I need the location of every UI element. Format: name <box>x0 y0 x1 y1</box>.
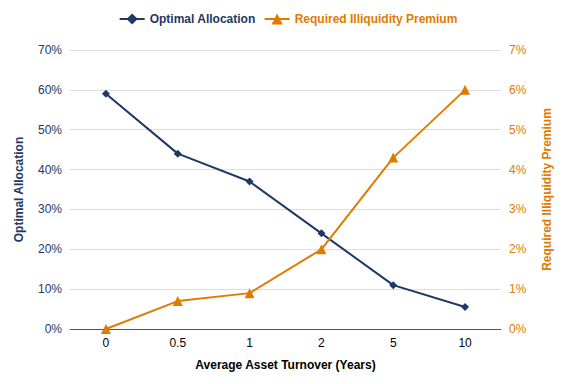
svg-text:4%: 4% <box>509 163 527 177</box>
svg-text:Optimal Allocation: Optimal Allocation <box>12 137 26 243</box>
svg-text:Required Illiquidity Premium: Required Illiquidity Premium <box>540 108 554 271</box>
svg-text:0: 0 <box>103 336 110 350</box>
svg-text:40%: 40% <box>38 163 62 177</box>
svg-text:50%: 50% <box>38 123 62 137</box>
svg-text:30%: 30% <box>38 202 62 216</box>
svg-text:0%: 0% <box>509 322 527 336</box>
svg-text:6%: 6% <box>509 83 527 97</box>
svg-text:3%: 3% <box>509 202 527 216</box>
svg-text:0.5: 0.5 <box>169 336 186 350</box>
svg-text:0%: 0% <box>45 322 63 336</box>
svg-text:70%: 70% <box>38 43 62 57</box>
svg-text:10%: 10% <box>38 282 62 296</box>
svg-text:Optimal Allocation: Optimal Allocation <box>150 12 256 26</box>
svg-text:10: 10 <box>458 336 472 350</box>
svg-text:5: 5 <box>390 336 397 350</box>
svg-text:2: 2 <box>318 336 325 350</box>
svg-text:Required Illiquidity Premium: Required Illiquidity Premium <box>295 12 458 26</box>
svg-text:20%: 20% <box>38 242 62 256</box>
svg-text:1%: 1% <box>509 282 527 296</box>
svg-text:2%: 2% <box>509 242 527 256</box>
svg-text:7%: 7% <box>509 43 527 57</box>
svg-text:60%: 60% <box>38 83 62 97</box>
svg-text:5%: 5% <box>509 123 527 137</box>
svg-text:1: 1 <box>246 336 253 350</box>
svg-text:Average Asset Turnover (Years): Average Asset Turnover (Years) <box>195 358 375 372</box>
